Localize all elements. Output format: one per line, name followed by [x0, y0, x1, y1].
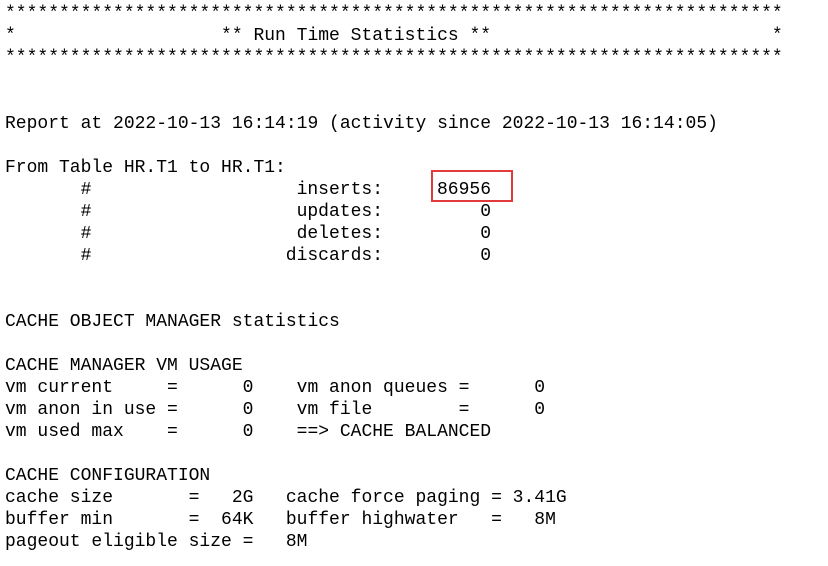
highlight-box: [431, 170, 513, 202]
header-border: ****************************************…: [5, 48, 783, 68]
stat-label: inserts:: [296, 180, 383, 200]
output-line: pageout eligible size = 8M: [5, 532, 308, 552]
output-line: CACHE MANAGER VM USAGE: [5, 356, 243, 376]
output-line: buffer min = 64K buffer highwater = 8M: [5, 510, 556, 530]
header-title: * ** Run Time Statistics ** *: [5, 26, 783, 46]
row-marker: #: [80, 180, 92, 200]
stat-label: updates:: [296, 202, 383, 222]
header-border: ****************************************…: [5, 4, 783, 24]
stat-value: 86956: [436, 180, 491, 200]
stat-label: deletes:: [296, 224, 383, 244]
row-marker: #: [80, 246, 92, 266]
output-line: cache size = 2G cache force paging = 3.4…: [5, 488, 567, 508]
row-marker: #: [80, 224, 92, 244]
row-marker: #: [80, 202, 92, 222]
table-title: From Table HR.T1 to HR.T1:: [5, 158, 286, 178]
output-line: vm current = 0 vm anon queues = 0: [5, 378, 546, 398]
stat-value: 0: [480, 246, 491, 266]
output-line: vm used max = 0 ==> CACHE BALANCED: [5, 422, 492, 442]
stat-value: 0: [480, 224, 491, 244]
output-line: vm anon in use = 0 vm file = 0: [5, 400, 546, 420]
stat-value: 0: [480, 202, 491, 222]
output-line: CACHE OBJECT MANAGER statistics: [5, 312, 340, 332]
stat-label: discards:: [285, 246, 383, 266]
report-line: Report at 2022-10-13 16:14:19 (activity …: [5, 114, 718, 134]
output-line: CACHE CONFIGURATION: [5, 466, 211, 486]
